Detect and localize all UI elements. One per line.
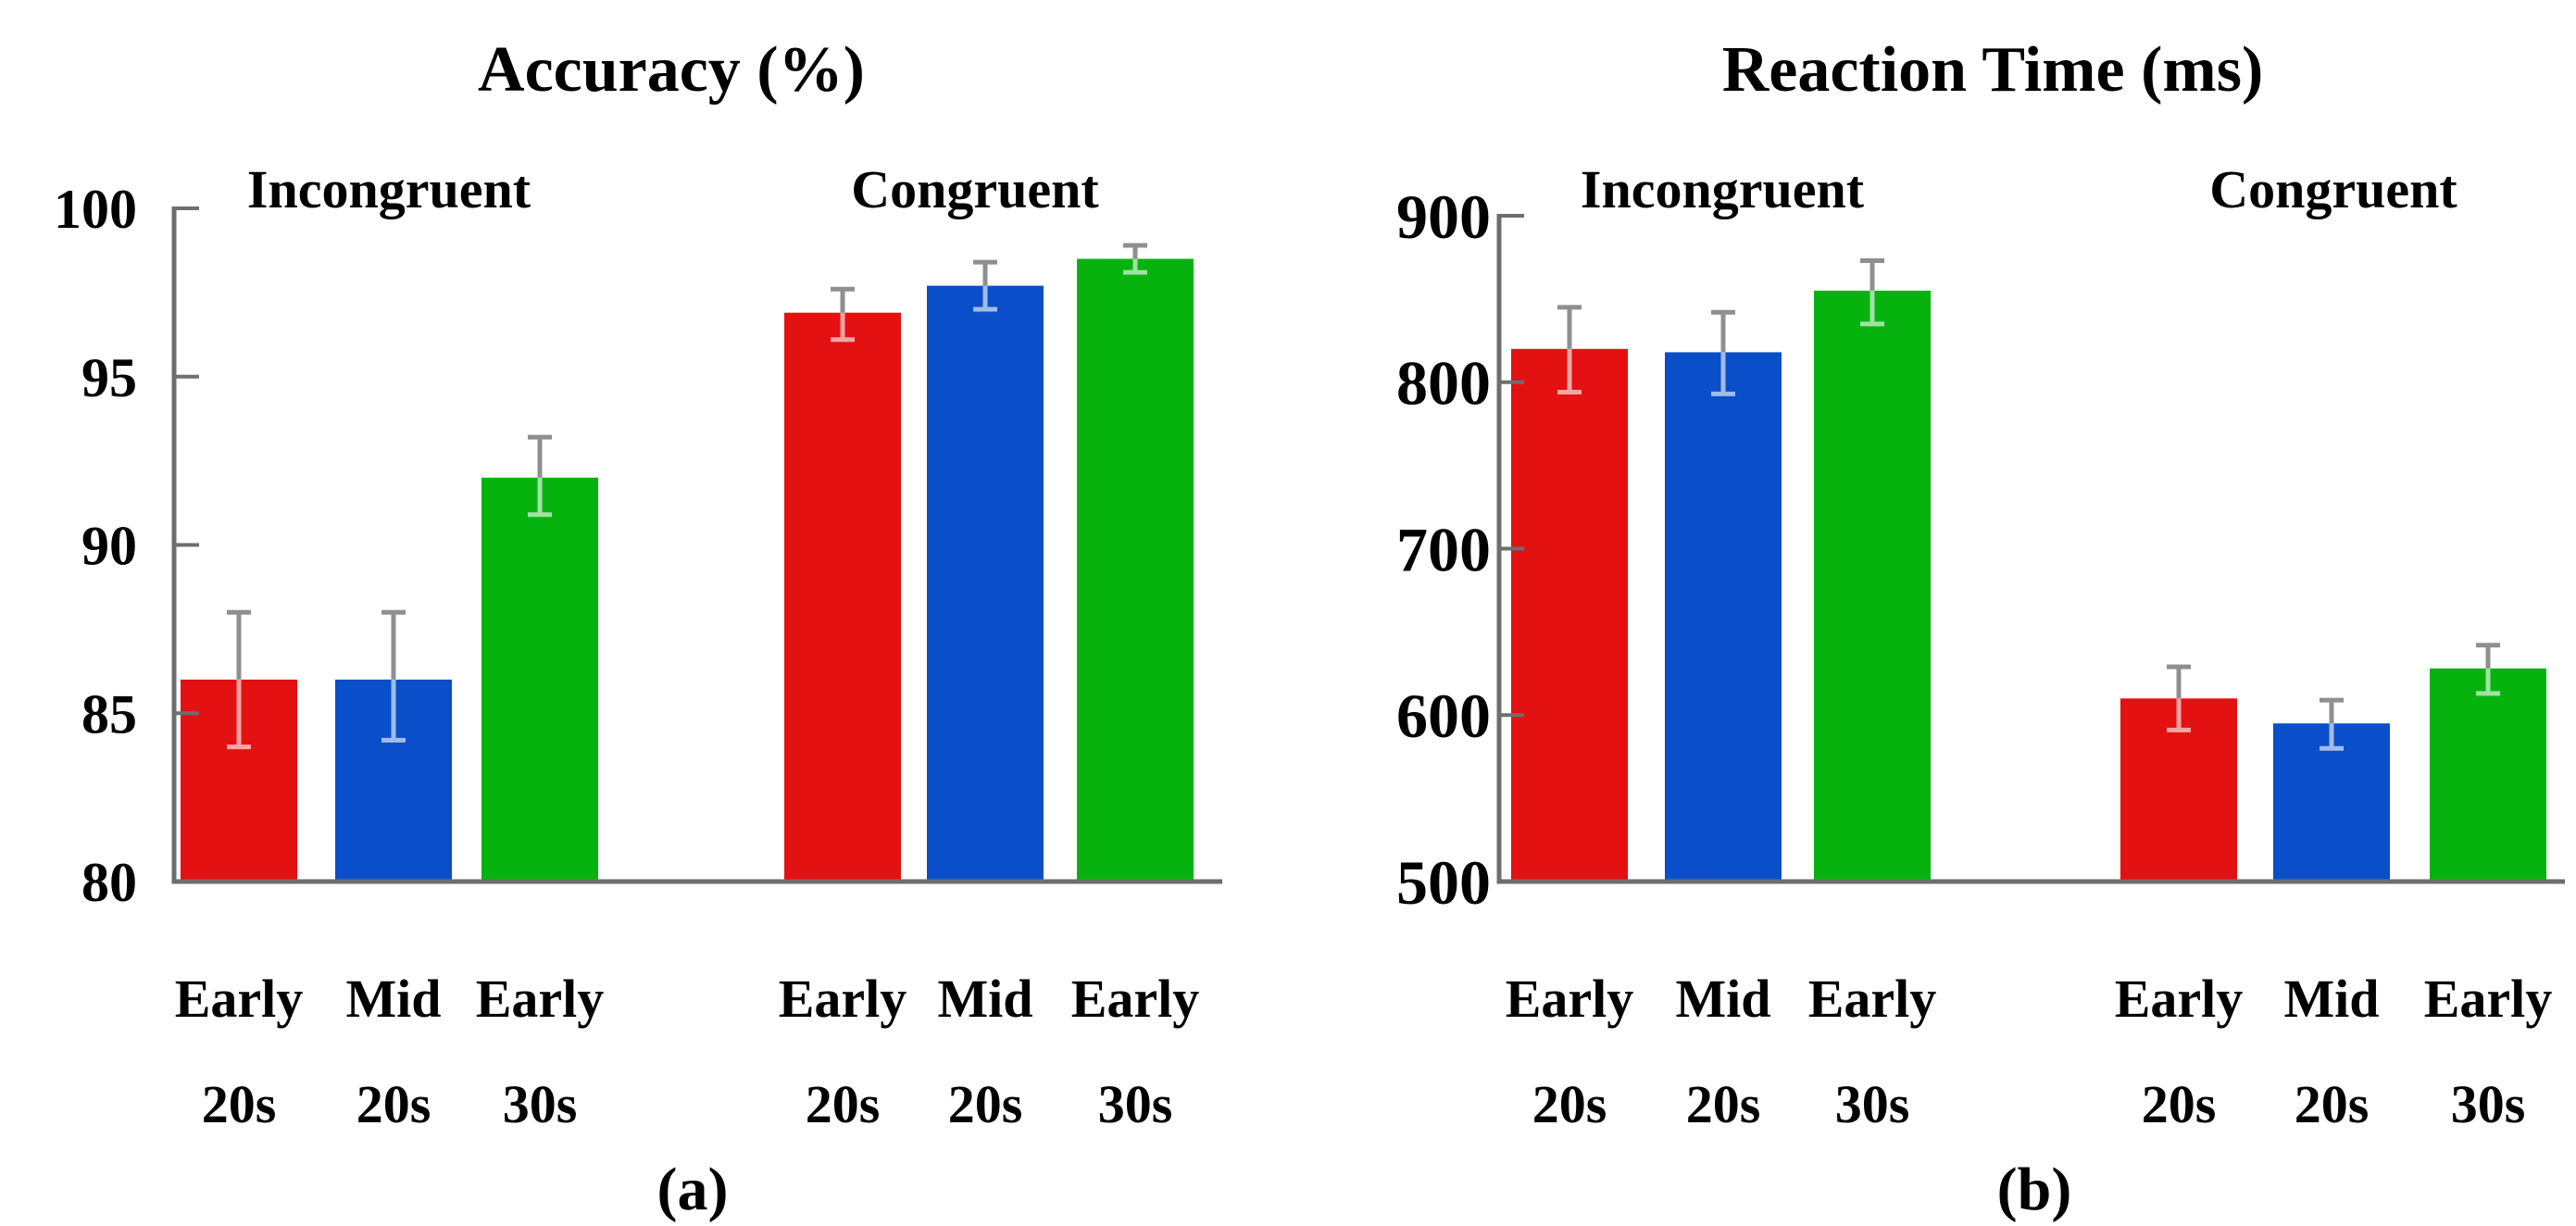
y-tick-label-100: 100 (54, 179, 137, 240)
bar-mid-20s (1665, 352, 1782, 882)
x-label-line2-early-30s: 30s (2451, 1074, 2526, 1134)
y-tick-label-90: 90 (81, 516, 137, 577)
bar-early-30s (481, 477, 598, 882)
x-label-line2-early-30s: 30s (1835, 1074, 1910, 1134)
chart-b-caption: (b) (1997, 1156, 2072, 1223)
x-label-line1-mid-20s: Mid (1675, 969, 1770, 1029)
chart-a-group-label-congruent: Congruent (851, 159, 1099, 219)
x-label-line2-mid-20s: 20s (2295, 1074, 2370, 1134)
y-tick-label-85: 85 (81, 683, 137, 744)
x-label-line2-early-20s: 20s (1532, 1074, 1607, 1134)
y-tick-label-600: 600 (1396, 681, 1491, 751)
x-label-line1-early-30s: Early (2424, 969, 2553, 1029)
y-tick-label-500: 500 (1396, 847, 1491, 918)
y-tick-label-700: 700 (1396, 514, 1491, 584)
x-label-line1-mid-20s: Mid (937, 969, 1032, 1029)
bar-early-30s (1814, 290, 1931, 882)
chart-a-group-label-incongruent: Incongruent (247, 159, 531, 219)
x-label-line1-early-30s: Early (476, 969, 605, 1029)
chart-b-group-label-incongruent: Incongruent (1581, 159, 1865, 219)
x-label-line1-early-20s: Early (2115, 969, 2244, 1029)
bar-early-30s (2430, 668, 2546, 882)
y-tick-label-95: 95 (81, 347, 137, 408)
x-label-line1-early-30s: Early (1071, 969, 1200, 1029)
x-label-line2-early-30s: 30s (503, 1074, 578, 1134)
x-label-line2-mid-20s: 20s (356, 1074, 431, 1134)
chart-b-group-label-congruent: Congruent (2209, 159, 2457, 219)
bar-early-20s (784, 312, 901, 882)
bar-early-20s (1511, 348, 1628, 882)
bar-early-30s (1077, 258, 1194, 882)
y-tick-label-900: 900 (1396, 181, 1491, 252)
chart-a-title: Accuracy (%) (478, 34, 865, 106)
x-label-line2-mid-20s: 20s (948, 1074, 1023, 1134)
chart-b-title: Reaction Time (ms) (1722, 34, 2264, 106)
x-label-line1-mid-20s: Mid (2283, 969, 2379, 1029)
x-label-line2-early-20s: 20s (806, 1074, 881, 1134)
x-label-line2-mid-20s: 20s (1686, 1074, 1761, 1134)
x-label-line1-early-30s: Early (1808, 969, 1937, 1029)
x-label-line1-early-20s: Early (175, 969, 304, 1029)
x-label-line2-early-20s: 20s (2142, 1074, 2217, 1134)
bar-mid-20s (927, 285, 1044, 882)
y-tick-label-80: 80 (81, 852, 137, 913)
x-label-line1-early-20s: Early (1506, 969, 1634, 1029)
x-label-line2-early-20s: 20s (202, 1074, 277, 1134)
chart-a-caption: (a) (657, 1156, 729, 1223)
x-label-line2-early-30s: 30s (1098, 1074, 1173, 1134)
x-label-line1-early-20s: Early (779, 969, 907, 1029)
x-label-line1-mid-20s: Mid (345, 969, 441, 1029)
y-tick-label-800: 800 (1396, 348, 1491, 419)
